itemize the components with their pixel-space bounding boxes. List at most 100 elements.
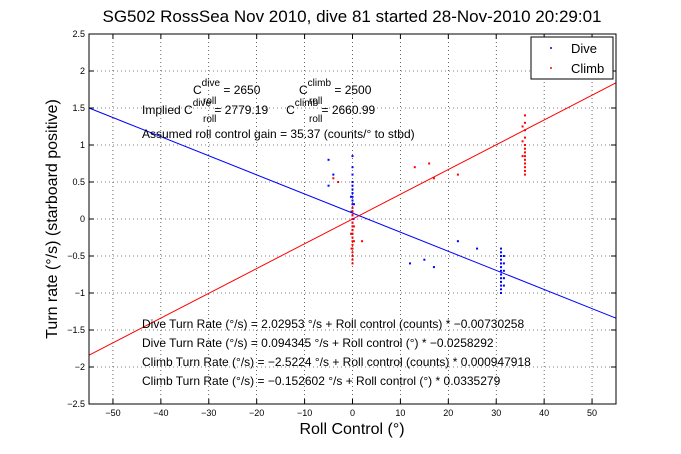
- y-tick-label: 2: [80, 66, 85, 76]
- climb-point: [523, 136, 526, 139]
- c-roll-climb-value: = 2500: [331, 83, 372, 97]
- climb-point: [351, 258, 354, 261]
- x-tick-label: 40: [539, 408, 549, 418]
- implied-climb-symbol: C: [286, 103, 295, 117]
- c-roll-climb-sup: climb: [308, 78, 332, 89]
- climb-point: [523, 144, 526, 146]
- dive-point: [351, 166, 354, 169]
- chart-title: SG502 RossSea Nov 2010, dive 81 started …: [103, 7, 602, 26]
- x-axis-label: Roll Control (°): [299, 421, 404, 438]
- climb-point: [351, 232, 354, 235]
- dive-point: [352, 203, 355, 206]
- dive-point: [502, 277, 505, 280]
- climb-point: [523, 155, 526, 158]
- y-tick-label: 1: [80, 140, 85, 150]
- climb-point: [413, 166, 416, 169]
- climb-point: [351, 255, 354, 257]
- climb-point: [351, 240, 354, 243]
- dive-point: [432, 266, 435, 269]
- dive-point: [502, 262, 505, 265]
- legend-dive-marker: [550, 47, 552, 49]
- climb-point: [352, 225, 355, 228]
- implied-label: Implied: [142, 103, 184, 117]
- climb-point: [523, 173, 526, 176]
- x-tick-label: −40: [153, 408, 168, 418]
- dive-point: [500, 251, 503, 254]
- climb-point: [352, 240, 355, 243]
- y-tick-label: −1: [75, 288, 85, 298]
- y-axis-label: Turn rate (°/s) (starboard positive): [44, 99, 61, 339]
- x-tick-label: 0: [350, 408, 355, 418]
- fit-line-0: [88, 107, 617, 319]
- x-tick-label: 50: [587, 408, 597, 418]
- c-roll-climb: Cclimb = 2500: [299, 78, 372, 97]
- implied-dive-symbol: C: [184, 103, 193, 117]
- c-roll-dive-value: = 2650: [220, 83, 261, 97]
- dive-point: [500, 288, 503, 291]
- climb-point: [361, 240, 364, 243]
- dive-point: [351, 195, 354, 198]
- climb-point: [350, 247, 353, 250]
- dive-point: [502, 269, 505, 272]
- climb-point: [523, 169, 526, 172]
- climb-point: [351, 251, 354, 254]
- climb-point: [521, 155, 524, 158]
- dive-point: [500, 277, 503, 280]
- climb-point: [351, 243, 354, 246]
- dive-point: [351, 192, 354, 195]
- dive-point: [500, 269, 503, 272]
- implied-dive-sup: dive: [193, 98, 212, 109]
- climb-point: [351, 236, 354, 239]
- roll-gain-text: Assumed roll control gain = 35.37 (count…: [142, 127, 415, 141]
- fit-eq-climb-degrees: Climb Turn Rate (°/s) = −0.152602 °/s + …: [142, 374, 501, 388]
- x-tick-label: 20: [443, 408, 453, 418]
- dive-point: [500, 255, 503, 257]
- climb-point: [523, 162, 526, 165]
- climb-point: [351, 206, 354, 209]
- x-tick-label: 30: [491, 408, 501, 418]
- data-points: [327, 114, 526, 294]
- dive-point: [351, 155, 354, 158]
- legend-climb-marker: [550, 67, 552, 69]
- y-tick-label: 2.5: [72, 29, 85, 39]
- x-tick-label: −10: [297, 408, 312, 418]
- implied-dive-value: = 2779.19: [211, 103, 268, 117]
- climb-point: [332, 177, 335, 180]
- dive-point: [500, 247, 503, 250]
- climb-point: [521, 140, 524, 143]
- climb-point: [523, 114, 526, 117]
- c-roll-climb-symbol: C: [299, 83, 308, 97]
- dive-point: [408, 262, 411, 265]
- climb-point: [523, 121, 526, 124]
- dive-point: [500, 292, 503, 294]
- climb-point: [351, 229, 354, 232]
- y-tick-label: 0: [80, 214, 85, 224]
- climb-point: [428, 162, 431, 165]
- x-tick-label: −50: [105, 408, 120, 418]
- dive-point: [327, 184, 330, 187]
- axis-ticks: −50 −40 −30 −20 −10 0 10 20 30 40 50−2.5−2−1.5−1−0…: [67, 29, 616, 418]
- c-roll-dive-sup: dive: [202, 78, 221, 89]
- fit-eq-climb-counts: Climb Turn Rate (°/s) = −2.5224 °/s + Ro…: [142, 355, 531, 369]
- dive-point: [456, 240, 459, 243]
- climb-point: [432, 177, 435, 180]
- climb-point: [350, 232, 353, 235]
- dive-point: [327, 158, 330, 161]
- dive-point: [500, 280, 503, 283]
- dive-point: [351, 173, 354, 176]
- fit-eq-dive-counts: Dive Turn Rate (°/s) = 2.02953 °/s + Rol…: [142, 317, 524, 331]
- x-tick-label: 10: [395, 408, 405, 418]
- fit-eq-dive-degrees: Dive Turn Rate (°/s) = 0.094345 °/s + Ro…: [142, 336, 494, 350]
- legend-dive-label: Dive: [571, 41, 597, 56]
- y-tick-label: −1.5: [67, 325, 85, 335]
- climb-point: [351, 225, 354, 228]
- dive-point: [423, 258, 426, 261]
- dive-point: [476, 247, 479, 250]
- annotations: Cdive = 2650 roll Cclimb = 2500 roll Imp…: [142, 78, 531, 388]
- climb-point: [523, 151, 526, 154]
- y-tick-label: −2: [75, 362, 85, 372]
- y-tick-label: 1.5: [72, 103, 85, 113]
- climb-point: [523, 147, 526, 150]
- c-roll-dive-symbol: C: [193, 83, 202, 97]
